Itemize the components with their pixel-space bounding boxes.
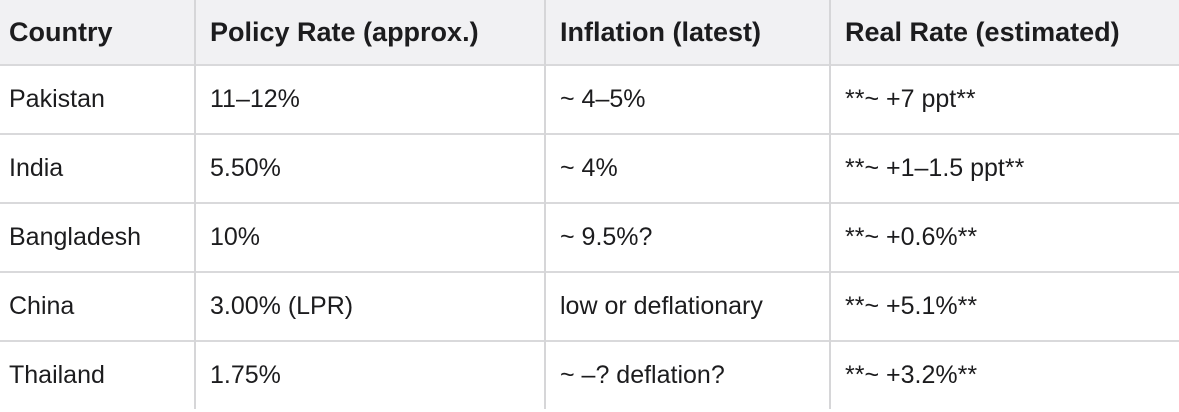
header-cell: Real Rate (estimated)	[829, 0, 1179, 65]
table-cell: **~ +5.1%**	[829, 271, 1179, 341]
table-cell: 11–12%	[194, 64, 545, 134]
table-cell: 10%	[194, 202, 545, 272]
table-row: Pakistan 11–12% ~ 4–5% **~ +7 ppt**	[0, 64, 1179, 134]
table-row: India 5.50% ~ 4% **~ +1–1.5 ppt**	[0, 133, 1179, 203]
header-row: Country Policy Rate (approx.) Inflation (l…	[0, 0, 1179, 65]
table-row: Bangladesh 10% ~ 9.5%? **~ +0.6%**	[0, 202, 1179, 272]
table-cell: **~ +0.6%**	[829, 202, 1179, 272]
table-cell: Thailand	[0, 340, 195, 409]
table-cell: **~ +1–1.5 ppt**	[829, 133, 1179, 203]
header-cell: Inflation (latest)	[544, 0, 830, 65]
table-cell: 3.00% (LPR)	[194, 271, 545, 341]
table-cell: **~ +7 ppt**	[829, 64, 1179, 134]
table-row: Thailand 1.75% ~ –? deflation? **~ +3.2%**	[0, 340, 1179, 409]
table-cell: Pakistan	[0, 64, 195, 134]
table-cell: ~ 9.5%?	[544, 202, 830, 272]
header-cell: Country	[0, 0, 195, 65]
table-cell: 1.75%	[194, 340, 545, 409]
table-cell: ~ 4–5%	[544, 64, 830, 134]
table-row: China 3.00% (LPR) low or deflationary **~ +…	[0, 271, 1179, 341]
table-cell: ~ 4%	[544, 133, 830, 203]
table-cell: China	[0, 271, 195, 341]
header-cell: Policy Rate (approx.)	[194, 0, 545, 65]
table-cell: Bangladesh	[0, 202, 195, 272]
table-cell: low or deflationary	[544, 271, 830, 341]
table-body: Pakistan 11–12% ~ 4–5% **~ +7 ppt** India 5.5…	[0, 64, 1179, 409]
table-cell: **~ +3.2%**	[829, 340, 1179, 409]
table-cell: India	[0, 133, 195, 203]
table-cell: 5.50%	[194, 133, 545, 203]
table-cell: ~ –? deflation?	[544, 340, 830, 409]
